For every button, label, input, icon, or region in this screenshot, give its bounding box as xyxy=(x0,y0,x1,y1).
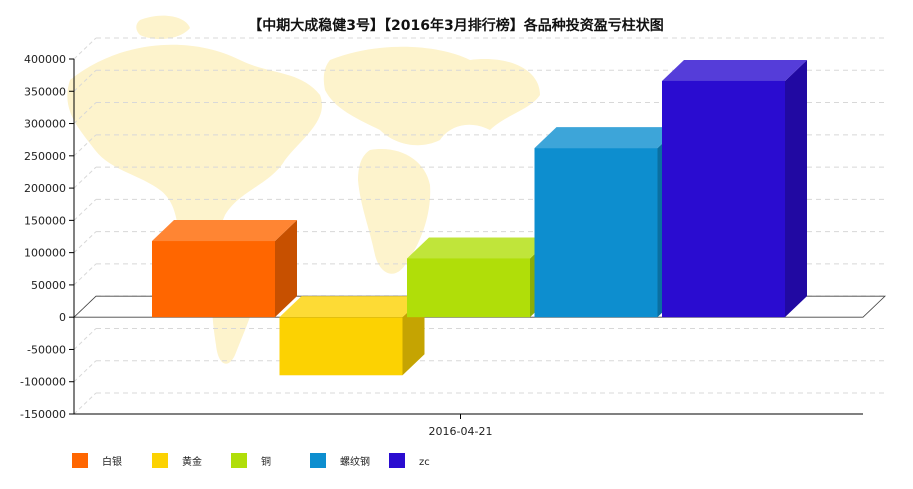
legend-swatch xyxy=(389,453,405,468)
bar-front xyxy=(662,80,785,318)
gridline-depth xyxy=(73,328,97,350)
legend-item[interactable]: zc xyxy=(389,453,430,468)
y-tick-label: 250000 xyxy=(24,150,66,163)
gridline-depth xyxy=(73,37,97,60)
gridline-depth xyxy=(73,69,97,92)
gridline-depth xyxy=(73,166,97,189)
y-tick-label: -100000 xyxy=(20,376,66,389)
gridline-depth xyxy=(73,199,97,221)
bar-5[interactable] xyxy=(662,59,807,318)
legend-swatch xyxy=(72,453,88,468)
bar-top xyxy=(407,237,552,259)
bar-4[interactable] xyxy=(534,127,680,318)
bar-side xyxy=(275,220,297,318)
bar-front xyxy=(534,148,658,318)
y-tick-label: 200000 xyxy=(24,182,66,195)
y-tick-label: 300000 xyxy=(24,118,66,131)
bar-top xyxy=(279,296,425,318)
y-tick-label: -150000 xyxy=(20,408,66,421)
legend-label: 黄金 xyxy=(182,455,202,468)
gridline-depth xyxy=(73,134,97,157)
chart-title: 【中期大成稳健3号】【2016年3月排行榜】各品种投资盈亏柱状图 xyxy=(248,17,663,34)
bar-top xyxy=(534,127,680,149)
bar-front xyxy=(279,317,403,376)
y-tick-label: -50000 xyxy=(27,343,66,356)
legend-item[interactable]: 白银 xyxy=(72,453,122,468)
y-tick-label: 150000 xyxy=(24,214,66,227)
gridline-depth xyxy=(73,360,97,383)
x-tick-label: 2016-04-21 xyxy=(429,425,493,438)
y-tick-label: 100000 xyxy=(24,247,66,260)
bar-side xyxy=(785,59,807,318)
bars-group xyxy=(152,59,807,376)
axes-group: 400000 350000 300000 250000 200000 150000 1000… xyxy=(20,53,863,438)
gridline-depth xyxy=(73,102,97,124)
legend-item[interactable]: 黄金 xyxy=(152,453,202,468)
legend: 白银 黄金 铜 螺纹钢 zc xyxy=(72,453,430,468)
legend-label: 铜 xyxy=(261,456,271,468)
gridline-depth xyxy=(73,263,97,286)
bar-top xyxy=(662,59,807,81)
bar-1[interactable] xyxy=(152,220,297,318)
legend-label: 螺纹钢 xyxy=(340,455,370,468)
legend-swatch xyxy=(152,453,168,468)
bar-3[interactable] xyxy=(407,237,552,318)
world-map-background xyxy=(67,15,540,364)
legend-label: zc xyxy=(419,457,430,468)
bar-top xyxy=(152,220,297,242)
legend-item[interactable]: 铜 xyxy=(231,453,271,468)
bar-2[interactable] xyxy=(279,296,425,376)
gridline-depth xyxy=(73,392,97,415)
bar-front xyxy=(152,241,275,318)
y-tick-label: 50000 xyxy=(31,279,66,292)
bar-front xyxy=(407,258,530,318)
y-tick-label: 0 xyxy=(59,311,66,324)
legend-swatch xyxy=(231,453,247,468)
legend-swatch xyxy=(310,453,326,468)
y-tick-label: 400000 xyxy=(24,53,66,66)
y-tick-label: 350000 xyxy=(24,85,66,98)
legend-item[interactable]: 螺纹钢 xyxy=(310,453,370,468)
legend-label: 白银 xyxy=(102,455,122,468)
gridline-depth xyxy=(73,231,97,253)
